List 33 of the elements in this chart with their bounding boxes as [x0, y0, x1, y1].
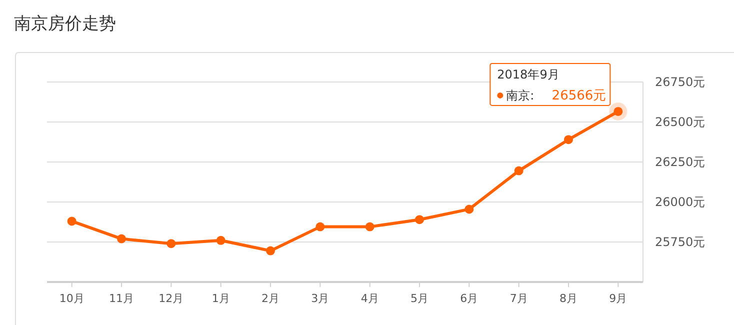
- x-tick-label: 7月: [510, 292, 528, 305]
- y-tick-label: 25750元: [655, 235, 706, 250]
- y-tick-label: 26250元: [655, 155, 706, 170]
- data-label: 26566元: [552, 88, 606, 104]
- point: [316, 222, 325, 232]
- x-tick-label: 1月: [212, 292, 230, 305]
- x-tick-label: 4月: [360, 292, 379, 305]
- x-tick-label: 8月: [560, 292, 578, 305]
- x-tick-label: 10月: [59, 292, 84, 305]
- point: [117, 234, 126, 244]
- point: [166, 239, 176, 248]
- x-tick-label: 9月: [609, 292, 628, 305]
- y-tick-label: 26750元: [655, 75, 706, 90]
- point: [365, 222, 374, 232]
- x-tick-label: 5月: [410, 292, 428, 305]
- x-tick-label: 11月: [109, 292, 134, 305]
- point: [564, 135, 573, 144]
- point: [415, 215, 424, 224]
- x-tick-label: 6月: [460, 292, 478, 305]
- x-tick-label: 3月: [311, 292, 330, 305]
- x-tick-label: 12月: [158, 292, 184, 305]
- point: [67, 216, 76, 226]
- annotation: :: [530, 88, 534, 102]
- point: [514, 166, 524, 176]
- text: 2018年9月: [497, 67, 560, 82]
- y-tick-label: 26500元: [655, 115, 706, 130]
- point: [216, 236, 226, 245]
- x-tick-label: 2月: [262, 292, 280, 305]
- chart-title: 南京房价走势: [14, 14, 116, 34]
- point: [464, 204, 474, 214]
- legend-label: 南京: [506, 88, 530, 102]
- y-tick-label: 26000元: [655, 195, 706, 210]
- point: [266, 246, 275, 256]
